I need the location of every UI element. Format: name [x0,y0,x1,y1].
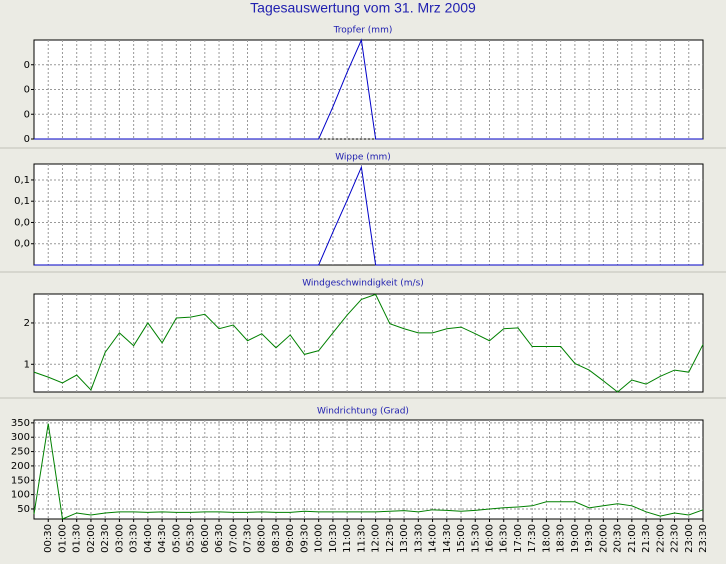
x-tick-label: 00:30 [43,524,54,553]
y-tick-label: 1 [24,359,30,370]
x-tick-label: 10:30 [328,524,339,553]
x-tick-label: 14:30 [442,524,453,553]
x-tick-label: 21:30 [641,524,652,553]
panel-title: Wippe (mm) [335,153,391,163]
x-tick-label: 18:30 [556,524,567,553]
x-tick-label: 05:30 [186,524,197,553]
x-tick-label: 17:00 [513,524,524,553]
x-tick-label: 02:00 [86,524,97,553]
x-tick-label: 07:00 [228,524,239,553]
x-tick-label: 21:00 [627,524,638,553]
x-tick-label: 22:30 [670,524,681,553]
x-tick-label: 13:30 [413,524,424,553]
x-tick-label: 14:00 [428,524,439,553]
x-tick-label: 12:00 [371,524,382,553]
x-tick-label: 20:00 [598,524,609,553]
x-tick-label: 04:30 [157,524,168,553]
x-tick-label: 03:00 [114,524,125,553]
y-tick-label: 0,1 [14,175,30,186]
y-tick-label: 150 [11,475,30,486]
panel-title: Windrichtung (Grad) [317,407,409,417]
x-tick-label: 03:30 [129,524,140,553]
y-tick-label: 100 [11,490,30,501]
x-tick-label: 17:30 [527,524,538,553]
y-tick-label: 0 [24,85,30,96]
x-tick-label: 20:30 [613,524,624,553]
x-tick-label: 06:00 [200,524,211,553]
x-tick-label: 06:30 [214,524,225,553]
x-tick-label: 19:00 [570,524,581,553]
x-tick-label: 09:00 [285,524,296,553]
y-tick-label: 200 [11,461,30,472]
plot-area [33,419,704,520]
page-title: Tagesauswertung vom 31. Mrz 2009 [250,0,476,16]
x-tick-label: 01:30 [72,524,83,553]
y-tick-label: 250 [11,447,30,458]
y-tick-label: 300 [11,432,30,443]
x-tick-label: 08:00 [257,524,268,553]
x-tick-label: 04:00 [143,524,154,553]
x-tick-label: 02:30 [100,524,111,553]
x-tick-label: 15:30 [470,524,481,553]
x-tick-label: 11:30 [356,524,367,553]
x-tick-label: 23:30 [698,524,709,553]
x-tick-label: 19:30 [584,524,595,553]
x-tick-label: 16:00 [484,524,495,553]
y-tick-label: 2 [24,318,30,329]
x-tick-label: 12:30 [385,524,396,553]
y-tick-label: 0,0 [14,217,30,228]
data-line [33,293,704,393]
x-tick-label: 13:00 [399,524,410,553]
data-line [33,423,704,520]
x-tick-label: 16:30 [499,524,510,553]
panel-title: Tropfer (mm) [333,26,393,36]
x-tick-label: 15:00 [456,524,467,553]
x-tick-label: 11:00 [342,524,353,553]
x-tick-label: 08:30 [271,524,282,553]
y-tick-label: 50 [17,504,30,515]
y-tick-label: 0,0 [14,239,30,250]
x-tick-label: 09:30 [299,524,310,553]
x-tick-label: 10:00 [314,524,325,553]
y-tick-label: 0,1 [14,196,30,207]
plot-area [33,163,704,266]
x-tick-label: 01:00 [57,524,68,553]
x-tick-label: 18:00 [541,524,552,553]
x-tick-label: 23:00 [684,524,695,553]
y-tick-label: 0 [24,134,30,145]
x-tick-label: 22:00 [655,524,666,553]
x-tick-label: 07:30 [243,524,254,553]
y-tick-label: 0 [24,109,30,120]
plot-area [33,293,704,393]
panel-title: Windgeschwindigkeit (m/s) [302,279,424,289]
data-line [34,165,703,266]
data-line [34,38,703,140]
y-tick-label: 0 [24,60,30,71]
y-tick-label: 350 [11,418,30,429]
x-tick-label: 05:00 [171,524,182,553]
